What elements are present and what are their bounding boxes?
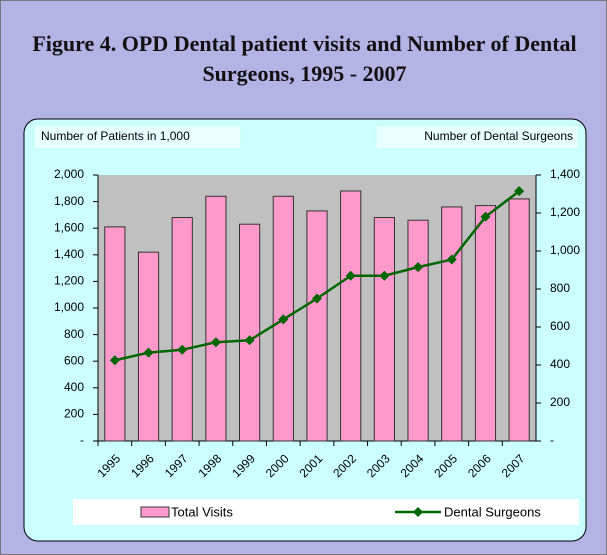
bar (508, 198, 530, 442)
y2-axis-label: Number of Dental Surgeons (424, 129, 573, 143)
y2-tick-label: 1,200 (550, 205, 580, 219)
y2-tick-label: 800 (550, 281, 570, 295)
bar (373, 217, 395, 442)
axis-label-box (33, 124, 242, 150)
marker (278, 314, 289, 325)
marker (345, 270, 356, 281)
axis-label-box (375, 124, 580, 150)
y-tick-label: 600 (64, 353, 84, 367)
y2-tick-label: 1,000 (550, 243, 580, 257)
y-tick-label: 1,200 (54, 274, 84, 288)
legend-label: Dental Surgeons (444, 504, 541, 519)
bar (137, 251, 160, 442)
y-tick-label: 2,000 (54, 167, 84, 181)
y2-tick-label: 1,400 (550, 167, 580, 181)
marker (514, 186, 525, 197)
bar (239, 223, 261, 442)
chart-title: Figure 4. OPD Dental patient visits and … (32, 31, 577, 86)
y2-tick-label: 200 (550, 395, 570, 409)
marker (244, 335, 255, 346)
y-tick-label: 1,800 (54, 194, 84, 208)
legend-label: Total Visits (171, 504, 233, 519)
bar (340, 190, 362, 442)
marker (379, 270, 390, 281)
y-tick-label: 1,600 (54, 220, 84, 234)
y-axis-label: Number of Patients in 1,000 (41, 129, 190, 143)
legend-marker (413, 507, 423, 517)
y2-tick-label: 400 (550, 357, 570, 371)
marker (312, 293, 322, 304)
bar (407, 219, 429, 442)
marker (413, 262, 424, 273)
y2-tick-label: - (550, 433, 554, 447)
bar (306, 210, 328, 442)
marker (177, 344, 188, 355)
marker (210, 337, 221, 348)
bar (205, 195, 227, 442)
y-tick-label: 800 (64, 327, 84, 341)
marker (446, 254, 457, 265)
bar (171, 217, 193, 442)
y-tick-label: 400 (64, 380, 84, 394)
marker (143, 347, 154, 358)
marker (109, 355, 120, 366)
y2-tick-label: 600 (550, 319, 570, 333)
y-tick-label: 1,400 (54, 247, 84, 261)
bar (474, 205, 497, 442)
bar (441, 206, 463, 442)
y-tick-label: - (80, 433, 84, 447)
bar (104, 226, 126, 442)
y-tick-label: 200 (64, 407, 84, 421)
marker (480, 211, 491, 222)
y-tick-label: 1,000 (54, 300, 84, 314)
legend-swatch (140, 506, 170, 518)
